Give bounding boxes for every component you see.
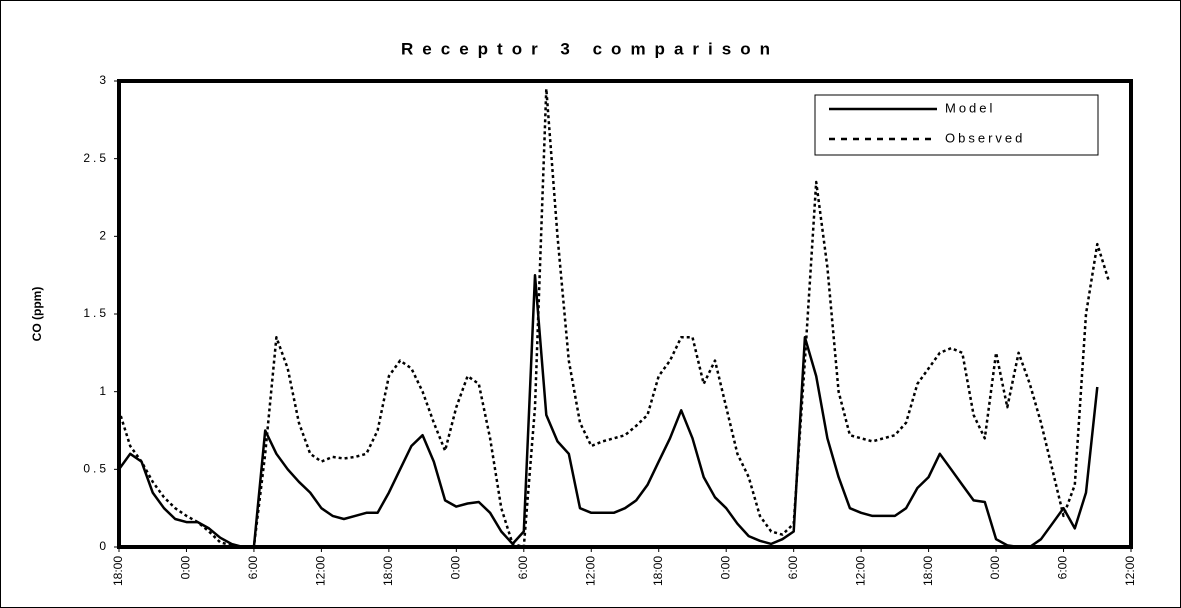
x-tick-label: 12:00 (853, 556, 867, 586)
y-tick-label: 1 (99, 384, 109, 398)
y-tick-label: 3 (99, 73, 109, 87)
legend-label: Model (945, 100, 995, 115)
x-tick-label: 0:00 (988, 556, 1002, 580)
x-tick-label: 18:00 (651, 556, 665, 586)
chart-title: Receptor 3 comparison (401, 39, 779, 58)
y-axis-label: CO (ppm) (30, 287, 44, 342)
x-tick-label: 0:00 (718, 556, 732, 580)
series-line (117, 87, 1110, 549)
y-tick-label: 0.5 (83, 462, 109, 476)
y-tick-label: 0 (99, 539, 109, 553)
y-tick-label: 2 (99, 229, 109, 243)
x-tick-label: 6:00 (516, 556, 530, 580)
x-tick-label: 12:00 (1123, 556, 1137, 586)
x-tick-label: 0:00 (449, 556, 463, 580)
x-tick-label: 6:00 (786, 556, 800, 580)
x-tick-label: 12:00 (314, 556, 328, 586)
x-tick-label: 6:00 (246, 556, 260, 580)
legend-box (814, 94, 1099, 156)
legend-label: Observed (945, 130, 1025, 145)
y-tick-label: 1.5 (83, 306, 109, 320)
x-tick-label: 18:00 (921, 556, 935, 586)
x-tick-label: 6:00 (1056, 556, 1070, 580)
x-tick-label: 18:00 (381, 556, 395, 586)
y-tick-label: 2.5 (83, 151, 109, 165)
series-line (117, 273, 1099, 549)
x-tick-label: 18:00 (111, 556, 125, 586)
x-tick-label: 0:00 (179, 556, 193, 580)
x-tick-label: 12:00 (583, 556, 597, 586)
